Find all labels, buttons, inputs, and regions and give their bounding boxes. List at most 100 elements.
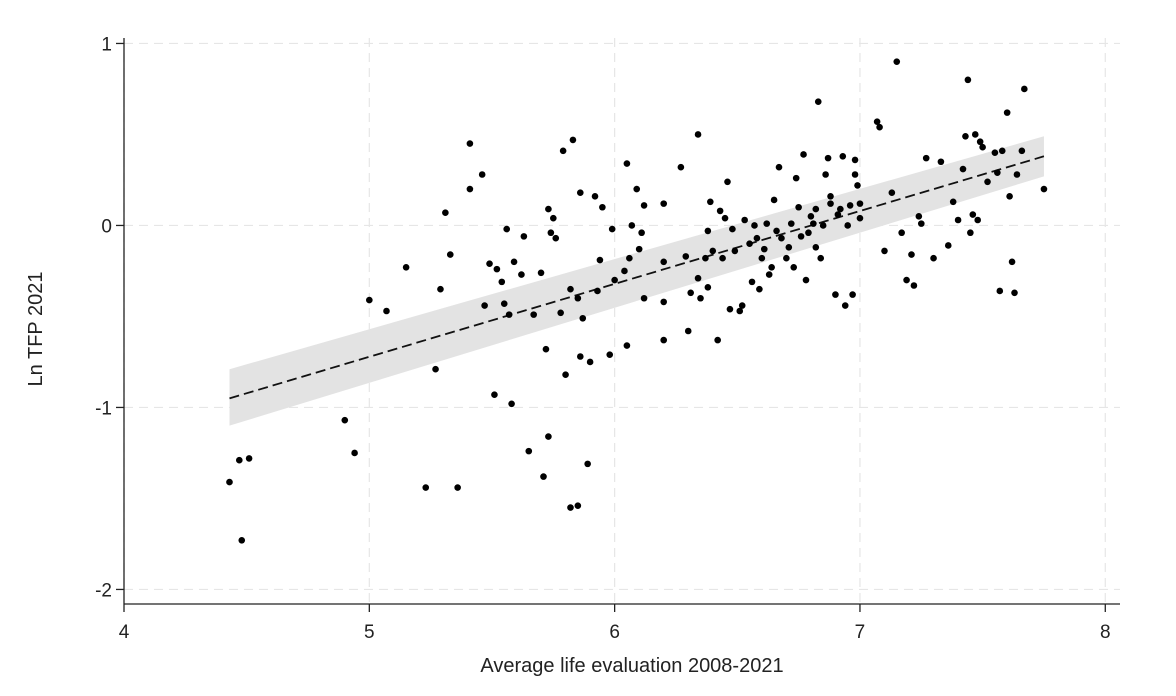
data-point (537, 269, 545, 277)
data-point (876, 123, 883, 131)
data-point (466, 140, 474, 147)
data-point (930, 254, 937, 262)
data-point (768, 264, 775, 271)
data-point (466, 185, 474, 193)
data-point (402, 264, 410, 271)
data-point (714, 336, 721, 344)
y-tick-label: -1 (95, 398, 112, 419)
data-point (915, 213, 923, 220)
data-point (756, 285, 763, 293)
data-point (959, 165, 967, 173)
data-point (1008, 258, 1016, 266)
data-point (606, 351, 614, 358)
data-point (442, 209, 449, 217)
data-point (827, 200, 834, 207)
data-point (608, 225, 616, 233)
data-point (748, 278, 756, 286)
data-point (790, 264, 798, 271)
data-point (660, 258, 668, 266)
data-point (726, 305, 734, 313)
data-point (1006, 193, 1013, 200)
data-point (576, 353, 584, 360)
data-point (976, 138, 984, 146)
data-point (773, 227, 780, 235)
data-point (819, 222, 827, 229)
x-tick-label: 8 (1100, 622, 1111, 643)
data-point (944, 242, 952, 249)
data-point (954, 216, 962, 224)
data-points (226, 58, 1048, 544)
data-point (633, 185, 641, 193)
data-point (579, 314, 587, 322)
data-point (660, 200, 668, 207)
data-point (550, 214, 557, 222)
data-point (792, 174, 800, 182)
data-point (542, 345, 550, 353)
data-point (922, 154, 930, 162)
data-point (567, 285, 574, 293)
data-point (481, 302, 488, 309)
data-point (893, 58, 901, 65)
data-point (824, 154, 832, 162)
data-point (236, 456, 243, 464)
data-point (707, 198, 714, 206)
data-point (245, 455, 253, 462)
data-point (687, 289, 694, 297)
data-point (832, 291, 839, 298)
data-point (226, 478, 233, 486)
data-point (783, 254, 790, 262)
data-point (778, 234, 785, 242)
data-point (557, 309, 564, 317)
data-point (834, 211, 842, 218)
data-point (898, 229, 905, 237)
data-point (949, 198, 957, 206)
data-point (709, 247, 717, 255)
data-point (731, 247, 739, 255)
data-point (969, 211, 977, 218)
data-point (498, 278, 506, 286)
data-point (716, 207, 724, 215)
x-axis-title: Average life evaluation 2008-2021 (480, 655, 783, 677)
data-point (591, 193, 599, 200)
data-point (856, 200, 864, 207)
data-point (851, 171, 859, 178)
data-point (827, 193, 834, 200)
grid (123, 38, 1120, 604)
data-point (702, 254, 709, 262)
data-point (552, 234, 560, 242)
data-point (694, 274, 702, 282)
data-point (785, 243, 793, 251)
data-point (576, 189, 584, 196)
data-point (841, 302, 849, 309)
data-point (586, 358, 594, 366)
data-point (817, 254, 825, 262)
data-point (341, 416, 349, 424)
data-point (530, 311, 537, 318)
data-point (545, 433, 552, 440)
data-point (908, 251, 915, 258)
data-point (623, 160, 631, 167)
data-point (623, 342, 631, 349)
data-point (996, 287, 1004, 295)
y-tick-label: 0 (101, 216, 112, 237)
data-point (621, 267, 628, 275)
data-point (437, 285, 444, 293)
data-point (486, 260, 493, 267)
data-point (849, 291, 856, 298)
data-point (238, 537, 246, 544)
data-point (910, 282, 918, 289)
confidence-interval-band (229, 136, 1044, 426)
x-axis-ticks: 4 5 6 7 8 (119, 604, 1111, 643)
data-point (738, 302, 746, 309)
data-point (787, 220, 795, 227)
data-point (635, 245, 643, 253)
data-point (1021, 85, 1028, 93)
data-point (812, 243, 820, 251)
data-point (491, 391, 498, 399)
data-point (994, 169, 1001, 176)
data-point (505, 311, 513, 318)
data-point (660, 298, 668, 306)
data-point (964, 76, 972, 84)
data-point (822, 171, 829, 178)
data-point (851, 156, 859, 164)
